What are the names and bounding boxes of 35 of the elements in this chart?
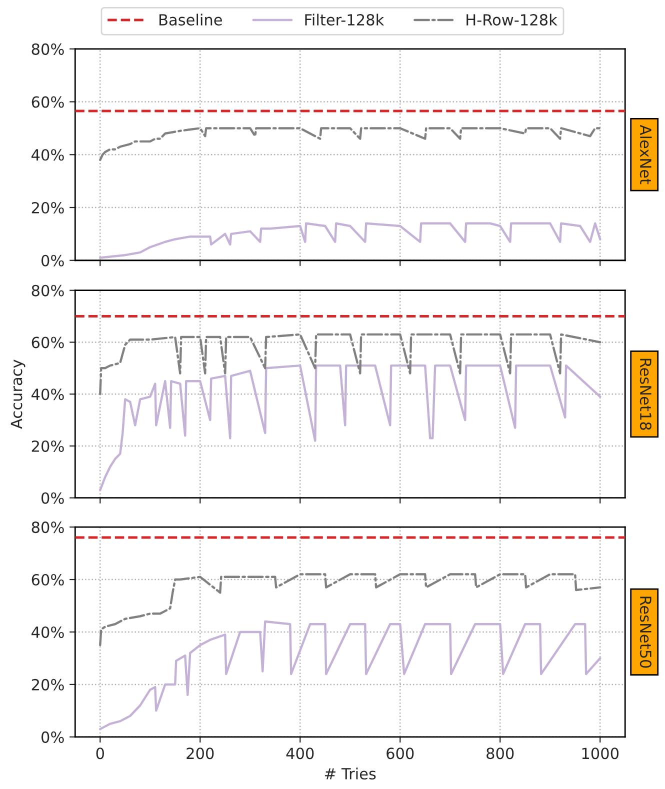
x-tick-label: 200 — [186, 748, 214, 760]
line-series — [99, 573, 602, 646]
y-tick-label: 20% — [32, 678, 64, 690]
y-tick-label: 20% — [32, 202, 64, 214]
x-tick-label: 600 — [386, 748, 414, 760]
y-tick-label: 20% — [32, 440, 64, 452]
x-tick-label: 0 — [96, 748, 104, 760]
y-tick-label: 0% — [42, 254, 64, 266]
legend-label: Filter-128k — [305, 14, 384, 26]
line-series — [99, 127, 602, 162]
x-tick-label: 800 — [486, 748, 514, 760]
x-tick-label: 400 — [286, 748, 314, 760]
legend-label: H-Row-128k — [466, 14, 558, 26]
y-axis-title: Accuracy — [10, 360, 26, 429]
y-tick-label: 80% — [32, 284, 64, 296]
text: ResNet18 — [640, 358, 652, 430]
legend-label: Baseline — [160, 14, 222, 26]
y-tick-label: 40% — [32, 149, 64, 161]
y-tick-label: 40% — [32, 626, 64, 638]
y-tick-label: 0% — [42, 731, 64, 743]
line-series — [99, 364, 602, 492]
y-tick-label: 80% — [32, 522, 64, 534]
y-tick-label: 0% — [42, 492, 64, 504]
y-tick-label: 60% — [32, 574, 64, 586]
y-tick-label: 60% — [32, 336, 64, 348]
x-axis-title: # Tries — [324, 768, 376, 780]
line-series — [99, 333, 602, 396]
line-series — [99, 222, 602, 259]
y-tick-label: 60% — [32, 96, 64, 108]
y-tick-label: 80% — [32, 43, 64, 55]
x-tick-label: 1000 — [582, 748, 619, 760]
text: ResNet50 — [640, 596, 652, 668]
line-series — [99, 620, 602, 730]
text: AlexNet — [640, 124, 652, 184]
y-tick-label: 40% — [32, 388, 64, 400]
